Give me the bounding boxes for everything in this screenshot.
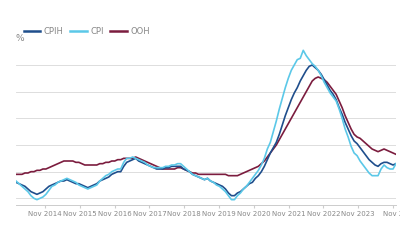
Text: %: % — [16, 34, 25, 43]
Legend: CPIH, CPI, OOH: CPIH, CPI, OOH — [20, 24, 153, 39]
